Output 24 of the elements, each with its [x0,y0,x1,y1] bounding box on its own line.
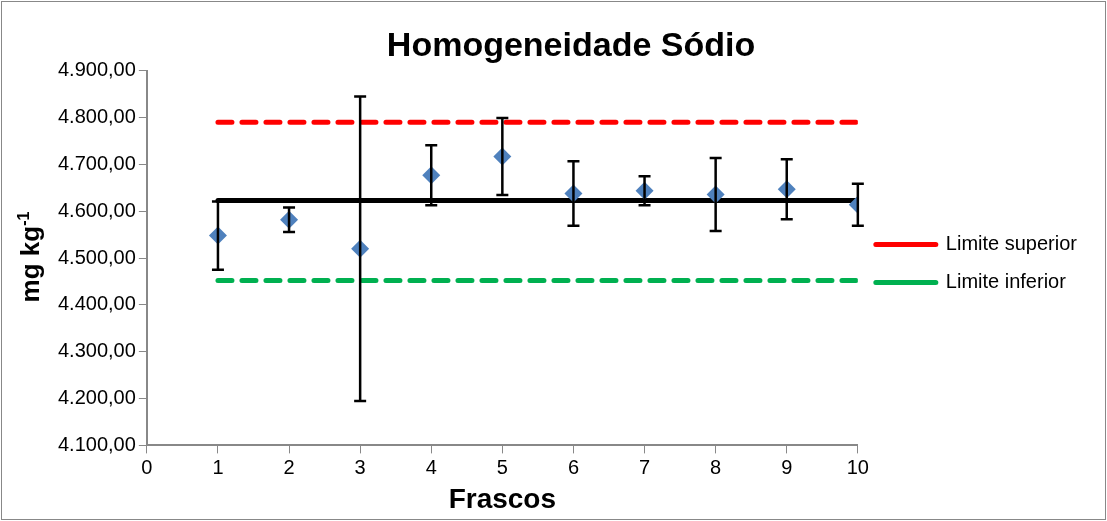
y-tick-label: 4.400,00 [57,292,136,315]
x-tick-label: 7 [638,455,651,478]
legend-label: Limite superior [945,232,1078,255]
x-tick-label: 3 [354,455,366,478]
x-tick-label: 10 [846,455,869,478]
y-tick-label: 4.700,00 [57,151,136,174]
x-tick-label: 9 [781,455,793,478]
x-tick-label: 0 [141,455,153,478]
x-tick-label: 2 [283,455,295,478]
y-tick-label: 4.600,00 [57,198,136,221]
x-tick-label: 5 [496,455,508,478]
y-tick-label: 4.100,00 [57,432,136,455]
x-tick-label: 4 [425,455,437,478]
x-axis-title: Frascos [448,482,557,514]
x-tick-label: 8 [710,455,722,478]
x-tick-label: 1 [212,455,224,478]
y-tick-label: 4.200,00 [57,386,136,409]
y-tick-label: 4.500,00 [57,245,136,268]
x-tick-label: 6 [567,455,580,478]
y-tick-label: 4.900,00 [57,58,136,81]
legend-label: Limite inferior [945,270,1067,293]
y-tick-label: 4.300,00 [57,339,136,362]
y-tick-label: 4.800,00 [57,105,136,128]
chart-title: Homogeneidade Sódio [386,24,756,63]
